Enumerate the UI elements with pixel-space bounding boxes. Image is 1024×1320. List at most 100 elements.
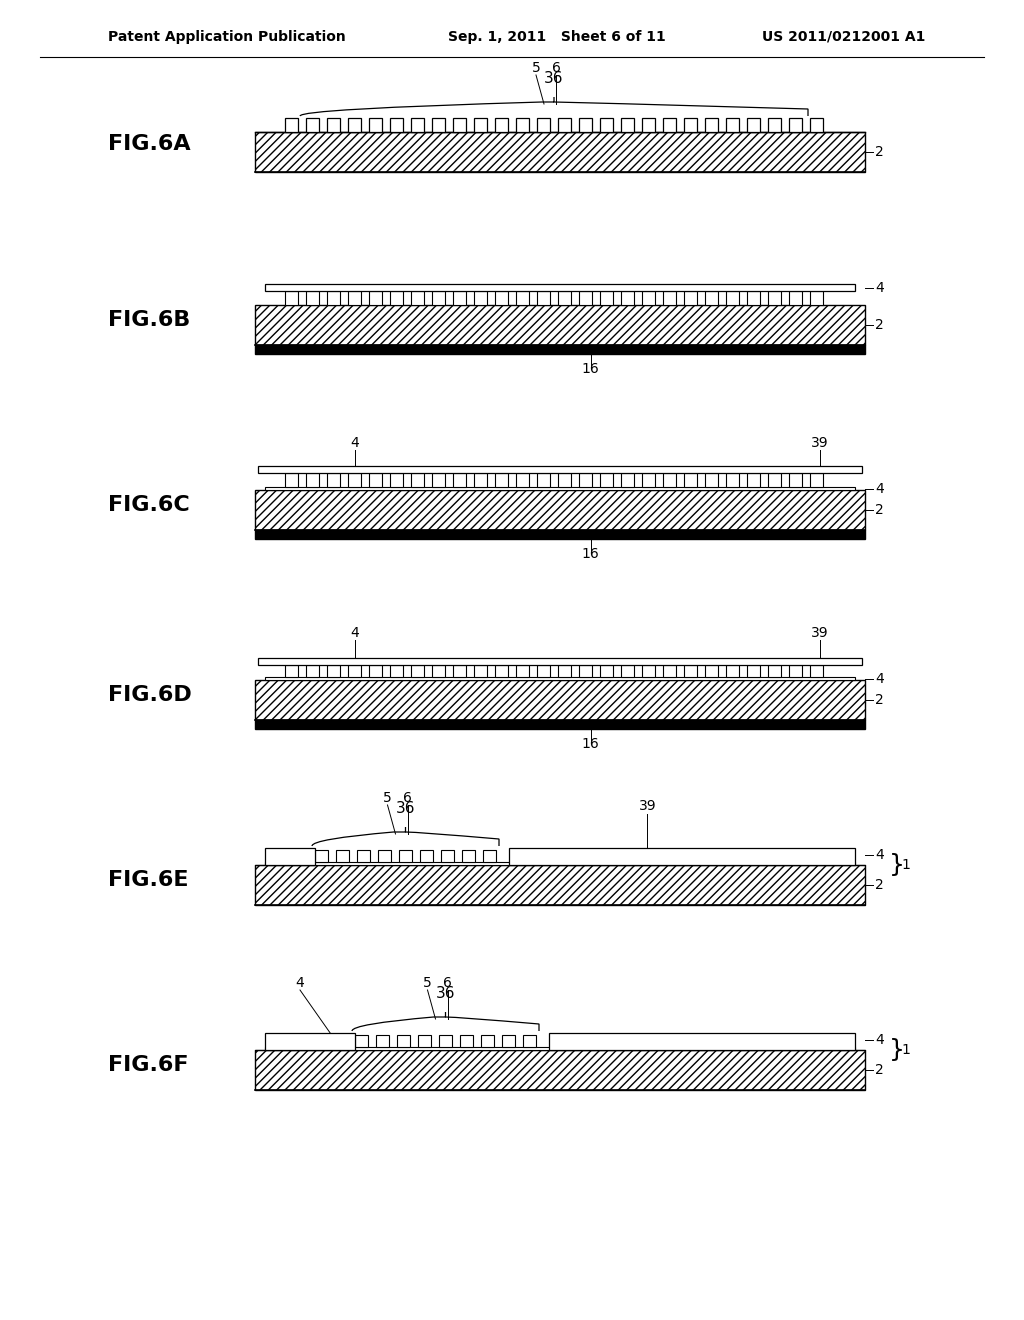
Text: 1: 1 bbox=[901, 858, 910, 873]
Text: 36: 36 bbox=[544, 71, 564, 86]
Bar bbox=[579, 665, 592, 677]
Bar bbox=[285, 473, 298, 487]
Bar bbox=[810, 665, 823, 677]
Bar bbox=[441, 850, 454, 862]
Bar bbox=[483, 850, 496, 862]
Bar bbox=[558, 290, 571, 305]
Bar bbox=[336, 850, 349, 862]
Bar bbox=[258, 657, 862, 665]
Text: 2: 2 bbox=[874, 878, 884, 892]
Bar bbox=[642, 117, 655, 132]
Text: 4: 4 bbox=[874, 847, 884, 862]
Bar bbox=[420, 850, 433, 862]
Bar bbox=[746, 290, 760, 305]
Bar bbox=[355, 1035, 368, 1047]
Bar bbox=[558, 665, 571, 677]
Bar bbox=[621, 290, 634, 305]
Bar bbox=[369, 665, 382, 677]
Text: 2: 2 bbox=[874, 1063, 884, 1077]
Bar bbox=[390, 665, 403, 677]
Bar bbox=[418, 1035, 431, 1047]
Bar bbox=[642, 473, 655, 487]
Bar bbox=[705, 665, 718, 677]
Text: 4: 4 bbox=[874, 281, 884, 294]
Bar bbox=[600, 117, 613, 132]
Bar bbox=[255, 1049, 865, 1090]
Bar bbox=[432, 473, 445, 487]
Bar bbox=[327, 473, 340, 487]
Bar bbox=[306, 290, 319, 305]
Bar bbox=[705, 117, 718, 132]
Bar bbox=[768, 290, 781, 305]
Bar bbox=[684, 473, 697, 487]
Bar bbox=[684, 117, 697, 132]
Bar bbox=[549, 1034, 855, 1049]
Bar bbox=[397, 1035, 410, 1047]
Bar bbox=[579, 117, 592, 132]
Text: 39: 39 bbox=[811, 626, 828, 640]
Bar bbox=[495, 473, 508, 487]
Bar bbox=[378, 850, 391, 862]
Bar bbox=[357, 850, 370, 862]
Bar bbox=[255, 719, 865, 729]
Bar bbox=[306, 117, 319, 132]
Text: 5: 5 bbox=[423, 975, 432, 990]
Bar bbox=[327, 665, 340, 677]
Bar bbox=[453, 290, 466, 305]
Bar bbox=[768, 665, 781, 677]
Bar bbox=[726, 117, 739, 132]
Bar bbox=[495, 117, 508, 132]
Bar bbox=[376, 1035, 389, 1047]
Bar bbox=[348, 473, 361, 487]
Bar bbox=[315, 850, 328, 862]
Text: FIG.6E: FIG.6E bbox=[108, 870, 188, 890]
Bar bbox=[265, 284, 855, 290]
Bar bbox=[663, 117, 676, 132]
Text: 6: 6 bbox=[552, 61, 560, 75]
Bar bbox=[495, 290, 508, 305]
Bar bbox=[600, 290, 613, 305]
Bar bbox=[306, 665, 319, 677]
Bar bbox=[558, 473, 571, 487]
Bar bbox=[390, 473, 403, 487]
Bar bbox=[285, 665, 298, 677]
Text: FIG.6C: FIG.6C bbox=[108, 495, 189, 515]
Bar bbox=[348, 117, 361, 132]
Bar bbox=[810, 117, 823, 132]
Text: 4: 4 bbox=[350, 436, 359, 450]
Bar bbox=[537, 117, 550, 132]
Text: 16: 16 bbox=[582, 546, 599, 561]
Text: 1: 1 bbox=[901, 1043, 910, 1057]
Bar bbox=[474, 665, 487, 677]
Bar bbox=[432, 665, 445, 677]
Bar bbox=[684, 290, 697, 305]
Bar bbox=[432, 117, 445, 132]
Bar bbox=[663, 473, 676, 487]
Bar bbox=[663, 290, 676, 305]
Bar bbox=[411, 117, 424, 132]
Bar bbox=[600, 665, 613, 677]
Bar bbox=[255, 345, 865, 354]
Text: 36: 36 bbox=[436, 986, 456, 1001]
Bar bbox=[327, 117, 340, 132]
Text: Patent Application Publication: Patent Application Publication bbox=[108, 30, 346, 44]
Bar bbox=[369, 117, 382, 132]
Bar bbox=[790, 290, 802, 305]
Bar bbox=[474, 117, 487, 132]
Bar bbox=[411, 290, 424, 305]
Bar bbox=[285, 117, 298, 132]
Bar bbox=[509, 847, 855, 865]
Bar bbox=[265, 1047, 855, 1049]
Text: 2: 2 bbox=[874, 318, 884, 333]
Text: 39: 39 bbox=[639, 799, 656, 813]
Bar bbox=[265, 487, 855, 490]
Text: 4: 4 bbox=[874, 1034, 884, 1047]
Bar bbox=[600, 473, 613, 487]
Bar bbox=[790, 473, 802, 487]
Bar bbox=[327, 290, 340, 305]
Bar bbox=[495, 665, 508, 677]
Bar bbox=[579, 473, 592, 487]
Bar bbox=[768, 473, 781, 487]
Bar bbox=[516, 290, 529, 305]
Bar bbox=[255, 531, 865, 539]
